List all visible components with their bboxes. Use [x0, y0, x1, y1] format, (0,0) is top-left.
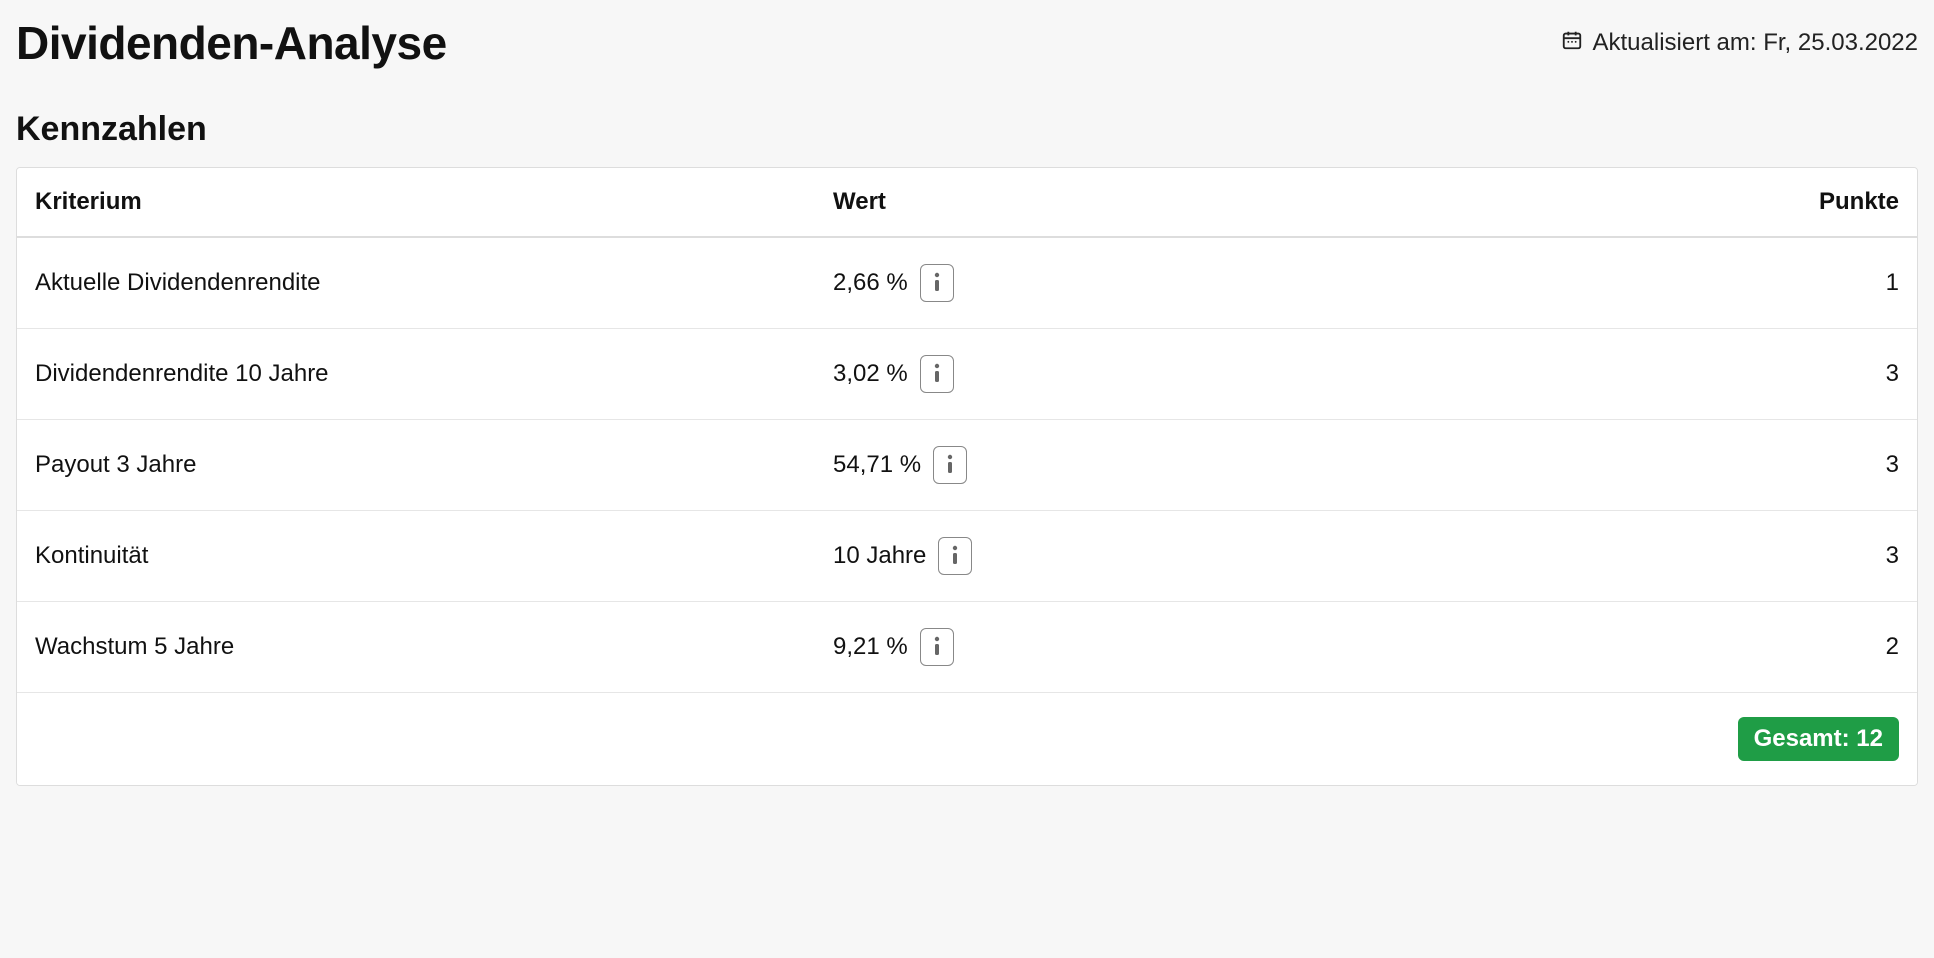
- table-row: Kontinuität 10 Jahre 3: [17, 511, 1917, 602]
- section-title: Kennzahlen: [16, 110, 1918, 149]
- table-row: Dividendenrendite 10 Jahre 3,02 % 3: [17, 329, 1917, 420]
- metrics-table-card: Kriterium Wert Punkte Aktuelle Dividende…: [16, 167, 1918, 786]
- updated-at: Aktualisiert am: Fr, 25.03.2022: [1561, 29, 1919, 58]
- updated-at-label: Aktualisiert am: Fr, 25.03.2022: [1593, 29, 1919, 57]
- cell-criterion: Wachstum 5 Jahre: [17, 602, 815, 693]
- cell-points: 3: [1613, 329, 1917, 420]
- info-button[interactable]: [933, 446, 967, 484]
- cell-value: 2,66 %: [815, 237, 1613, 329]
- table-body: Aktuelle Dividendenrendite 2,66 % 1 Divi…: [17, 237, 1917, 693]
- cell-points: 1: [1613, 237, 1917, 329]
- info-button[interactable]: [920, 264, 954, 302]
- cell-value: 10 Jahre: [815, 511, 1613, 602]
- info-icon: [950, 544, 960, 569]
- value-text: 2,66 %: [833, 269, 908, 297]
- page-title: Dividenden-Analyse: [16, 16, 447, 70]
- value-text: 3,02 %: [833, 360, 908, 388]
- info-icon: [945, 453, 955, 478]
- cell-criterion: Kontinuität: [17, 511, 815, 602]
- col-header-criterion: Kriterium: [17, 168, 815, 237]
- cell-criterion: Aktuelle Dividendenrendite: [17, 237, 815, 329]
- cell-points: 3: [1613, 420, 1917, 511]
- cell-criterion: Payout 3 Jahre: [17, 420, 815, 511]
- table-footer-row: Gesamt: 12: [17, 693, 1917, 786]
- info-icon: [932, 362, 942, 387]
- metrics-table: Kriterium Wert Punkte Aktuelle Dividende…: [17, 168, 1917, 785]
- info-button[interactable]: [920, 355, 954, 393]
- table-header-row: Kriterium Wert Punkte: [17, 168, 1917, 237]
- cell-value: 3,02 %: [815, 329, 1613, 420]
- page-header: Dividenden-Analyse Aktualisiert am: Fr, …: [16, 16, 1918, 70]
- total-badge: Gesamt: 12: [1738, 717, 1899, 761]
- info-icon: [932, 635, 942, 660]
- info-button[interactable]: [920, 628, 954, 666]
- col-header-points: Punkte: [1613, 168, 1917, 237]
- cell-points: 2: [1613, 602, 1917, 693]
- info-button[interactable]: [938, 537, 972, 575]
- col-header-value: Wert: [815, 168, 1613, 237]
- value-text: 54,71 %: [833, 451, 921, 479]
- value-text: 9,21 %: [833, 633, 908, 661]
- table-row: Aktuelle Dividendenrendite 2,66 % 1: [17, 237, 1917, 329]
- cell-value: 54,71 %: [815, 420, 1613, 511]
- cell-criterion: Dividendenrendite 10 Jahre: [17, 329, 815, 420]
- value-text: 10 Jahre: [833, 542, 926, 570]
- info-icon: [932, 271, 942, 296]
- cell-value: 9,21 %: [815, 602, 1613, 693]
- table-row: Wachstum 5 Jahre 9,21 % 2: [17, 602, 1917, 693]
- calendar-icon: [1561, 29, 1583, 58]
- cell-points: 3: [1613, 511, 1917, 602]
- total-cell: Gesamt: 12: [17, 693, 1917, 786]
- table-row: Payout 3 Jahre 54,71 % 3: [17, 420, 1917, 511]
